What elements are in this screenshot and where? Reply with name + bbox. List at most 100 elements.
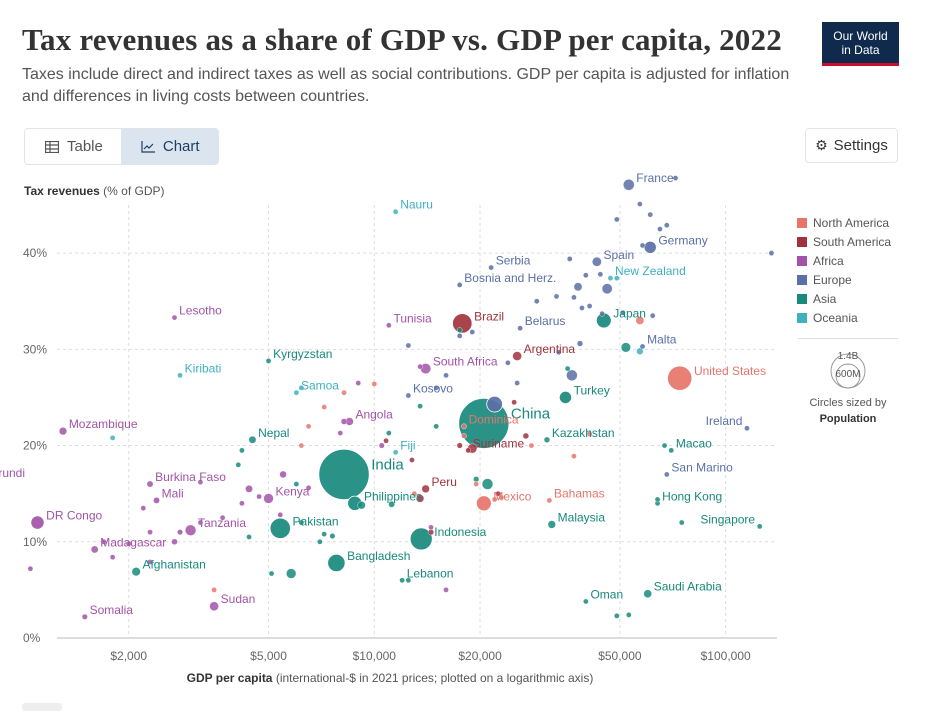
point[interactable] <box>533 298 540 305</box>
point[interactable] <box>140 505 147 511</box>
point[interactable] <box>625 612 632 618</box>
point[interactable] <box>405 577 412 584</box>
point[interactable] <box>661 442 668 449</box>
point[interactable] <box>571 453 577 459</box>
point[interactable] <box>378 442 385 449</box>
point[interactable] <box>305 485 312 491</box>
point-serbia[interactable] <box>488 264 494 271</box>
point-pakistan[interactable] <box>269 517 291 539</box>
point-united-states[interactable] <box>667 365 693 391</box>
point[interactable] <box>245 484 253 493</box>
point[interactable] <box>576 340 584 347</box>
point[interactable] <box>579 305 585 311</box>
point[interactable] <box>239 500 245 507</box>
point-somalia[interactable] <box>81 613 88 620</box>
point[interactable] <box>427 529 435 536</box>
point[interactable] <box>321 404 327 410</box>
point[interactable] <box>417 363 423 370</box>
owid-logo[interactable]: Our World in Data <box>822 22 899 66</box>
legend-item-europe[interactable]: Europe <box>797 270 891 289</box>
point-tanzania[interactable] <box>185 524 197 536</box>
point-madagascar[interactable] <box>90 545 99 554</box>
point-bangladesh[interactable] <box>327 553 346 573</box>
point-suriname[interactable] <box>465 447 471 454</box>
point[interactable] <box>286 568 297 579</box>
point[interactable] <box>647 211 654 218</box>
point-turkey[interactable] <box>558 390 573 405</box>
point[interactable] <box>109 554 116 560</box>
point[interactable] <box>456 333 463 339</box>
point[interactable] <box>298 385 305 391</box>
point[interactable] <box>428 524 434 531</box>
point-brazil[interactable] <box>452 313 473 334</box>
point[interactable] <box>211 587 217 593</box>
legend-item-north-america[interactable]: North America <box>797 213 891 232</box>
point[interactable] <box>614 216 620 223</box>
point[interactable] <box>355 380 362 386</box>
point[interactable] <box>599 310 605 317</box>
point-dominica[interactable] <box>461 423 467 430</box>
tab-table[interactable]: Table <box>25 129 121 164</box>
point[interactable] <box>277 512 284 518</box>
settings-button[interactable]: ⚙ Settings <box>805 128 898 163</box>
point[interactable] <box>481 478 494 490</box>
point[interactable] <box>371 381 378 387</box>
point[interactable] <box>573 282 583 292</box>
point[interactable] <box>197 519 204 526</box>
legend-item-south-america[interactable]: South America <box>797 232 891 251</box>
point-mali[interactable] <box>153 497 160 504</box>
point[interactable] <box>433 423 439 430</box>
point[interactable] <box>461 433 467 439</box>
point-kazakhstan[interactable] <box>543 436 551 443</box>
point[interactable] <box>637 201 643 207</box>
point[interactable] <box>256 493 262 500</box>
point-burkina-faso[interactable] <box>146 480 154 488</box>
point[interactable] <box>505 360 511 366</box>
point[interactable] <box>636 347 644 355</box>
point[interactable] <box>329 533 336 539</box>
point-bosnia-and-herz[interactable] <box>456 282 463 288</box>
point[interactable] <box>635 316 645 325</box>
point[interactable] <box>109 435 116 441</box>
point[interactable] <box>386 430 392 436</box>
legend-item-asia[interactable]: Asia <box>797 289 891 308</box>
point-france[interactable] <box>623 179 635 191</box>
point-ireland[interactable] <box>744 425 750 432</box>
point[interactable] <box>566 256 573 262</box>
tab-chart[interactable]: Chart <box>120 129 218 164</box>
point-india[interactable] <box>318 448 370 501</box>
point-afghanistan[interactable] <box>131 567 141 577</box>
point[interactable] <box>317 538 323 545</box>
point-saudi-arabia[interactable] <box>643 589 652 598</box>
point[interactable] <box>473 476 480 483</box>
point[interactable] <box>388 500 395 508</box>
point-belarus[interactable] <box>517 325 523 331</box>
point-kiribati[interactable] <box>177 372 183 379</box>
point-kyrgyzstan[interactable] <box>265 358 272 364</box>
point[interactable] <box>564 365 571 372</box>
point[interactable] <box>239 447 245 454</box>
point[interactable] <box>219 514 226 521</box>
point-germany[interactable] <box>643 240 657 254</box>
point[interactable] <box>522 432 530 440</box>
point[interactable] <box>597 271 604 278</box>
point-lebanon[interactable] <box>399 577 405 584</box>
point[interactable] <box>555 349 562 356</box>
point-sudan[interactable] <box>209 601 219 611</box>
point[interactable] <box>147 529 153 535</box>
point[interactable] <box>639 242 646 249</box>
point[interactable] <box>125 540 132 547</box>
point[interactable] <box>768 250 775 256</box>
point[interactable] <box>298 442 305 449</box>
point-mexico[interactable] <box>475 495 492 512</box>
point[interactable] <box>246 534 252 540</box>
point-malaysia[interactable] <box>547 520 556 529</box>
point-dr-congo[interactable] <box>30 515 45 530</box>
point-lesotho[interactable] <box>171 314 178 321</box>
point[interactable] <box>672 175 679 181</box>
point-samoa[interactable] <box>293 389 300 396</box>
point[interactable] <box>586 431 593 437</box>
point[interactable] <box>443 372 449 379</box>
point-argentina[interactable] <box>512 351 522 361</box>
point[interactable] <box>491 496 498 503</box>
